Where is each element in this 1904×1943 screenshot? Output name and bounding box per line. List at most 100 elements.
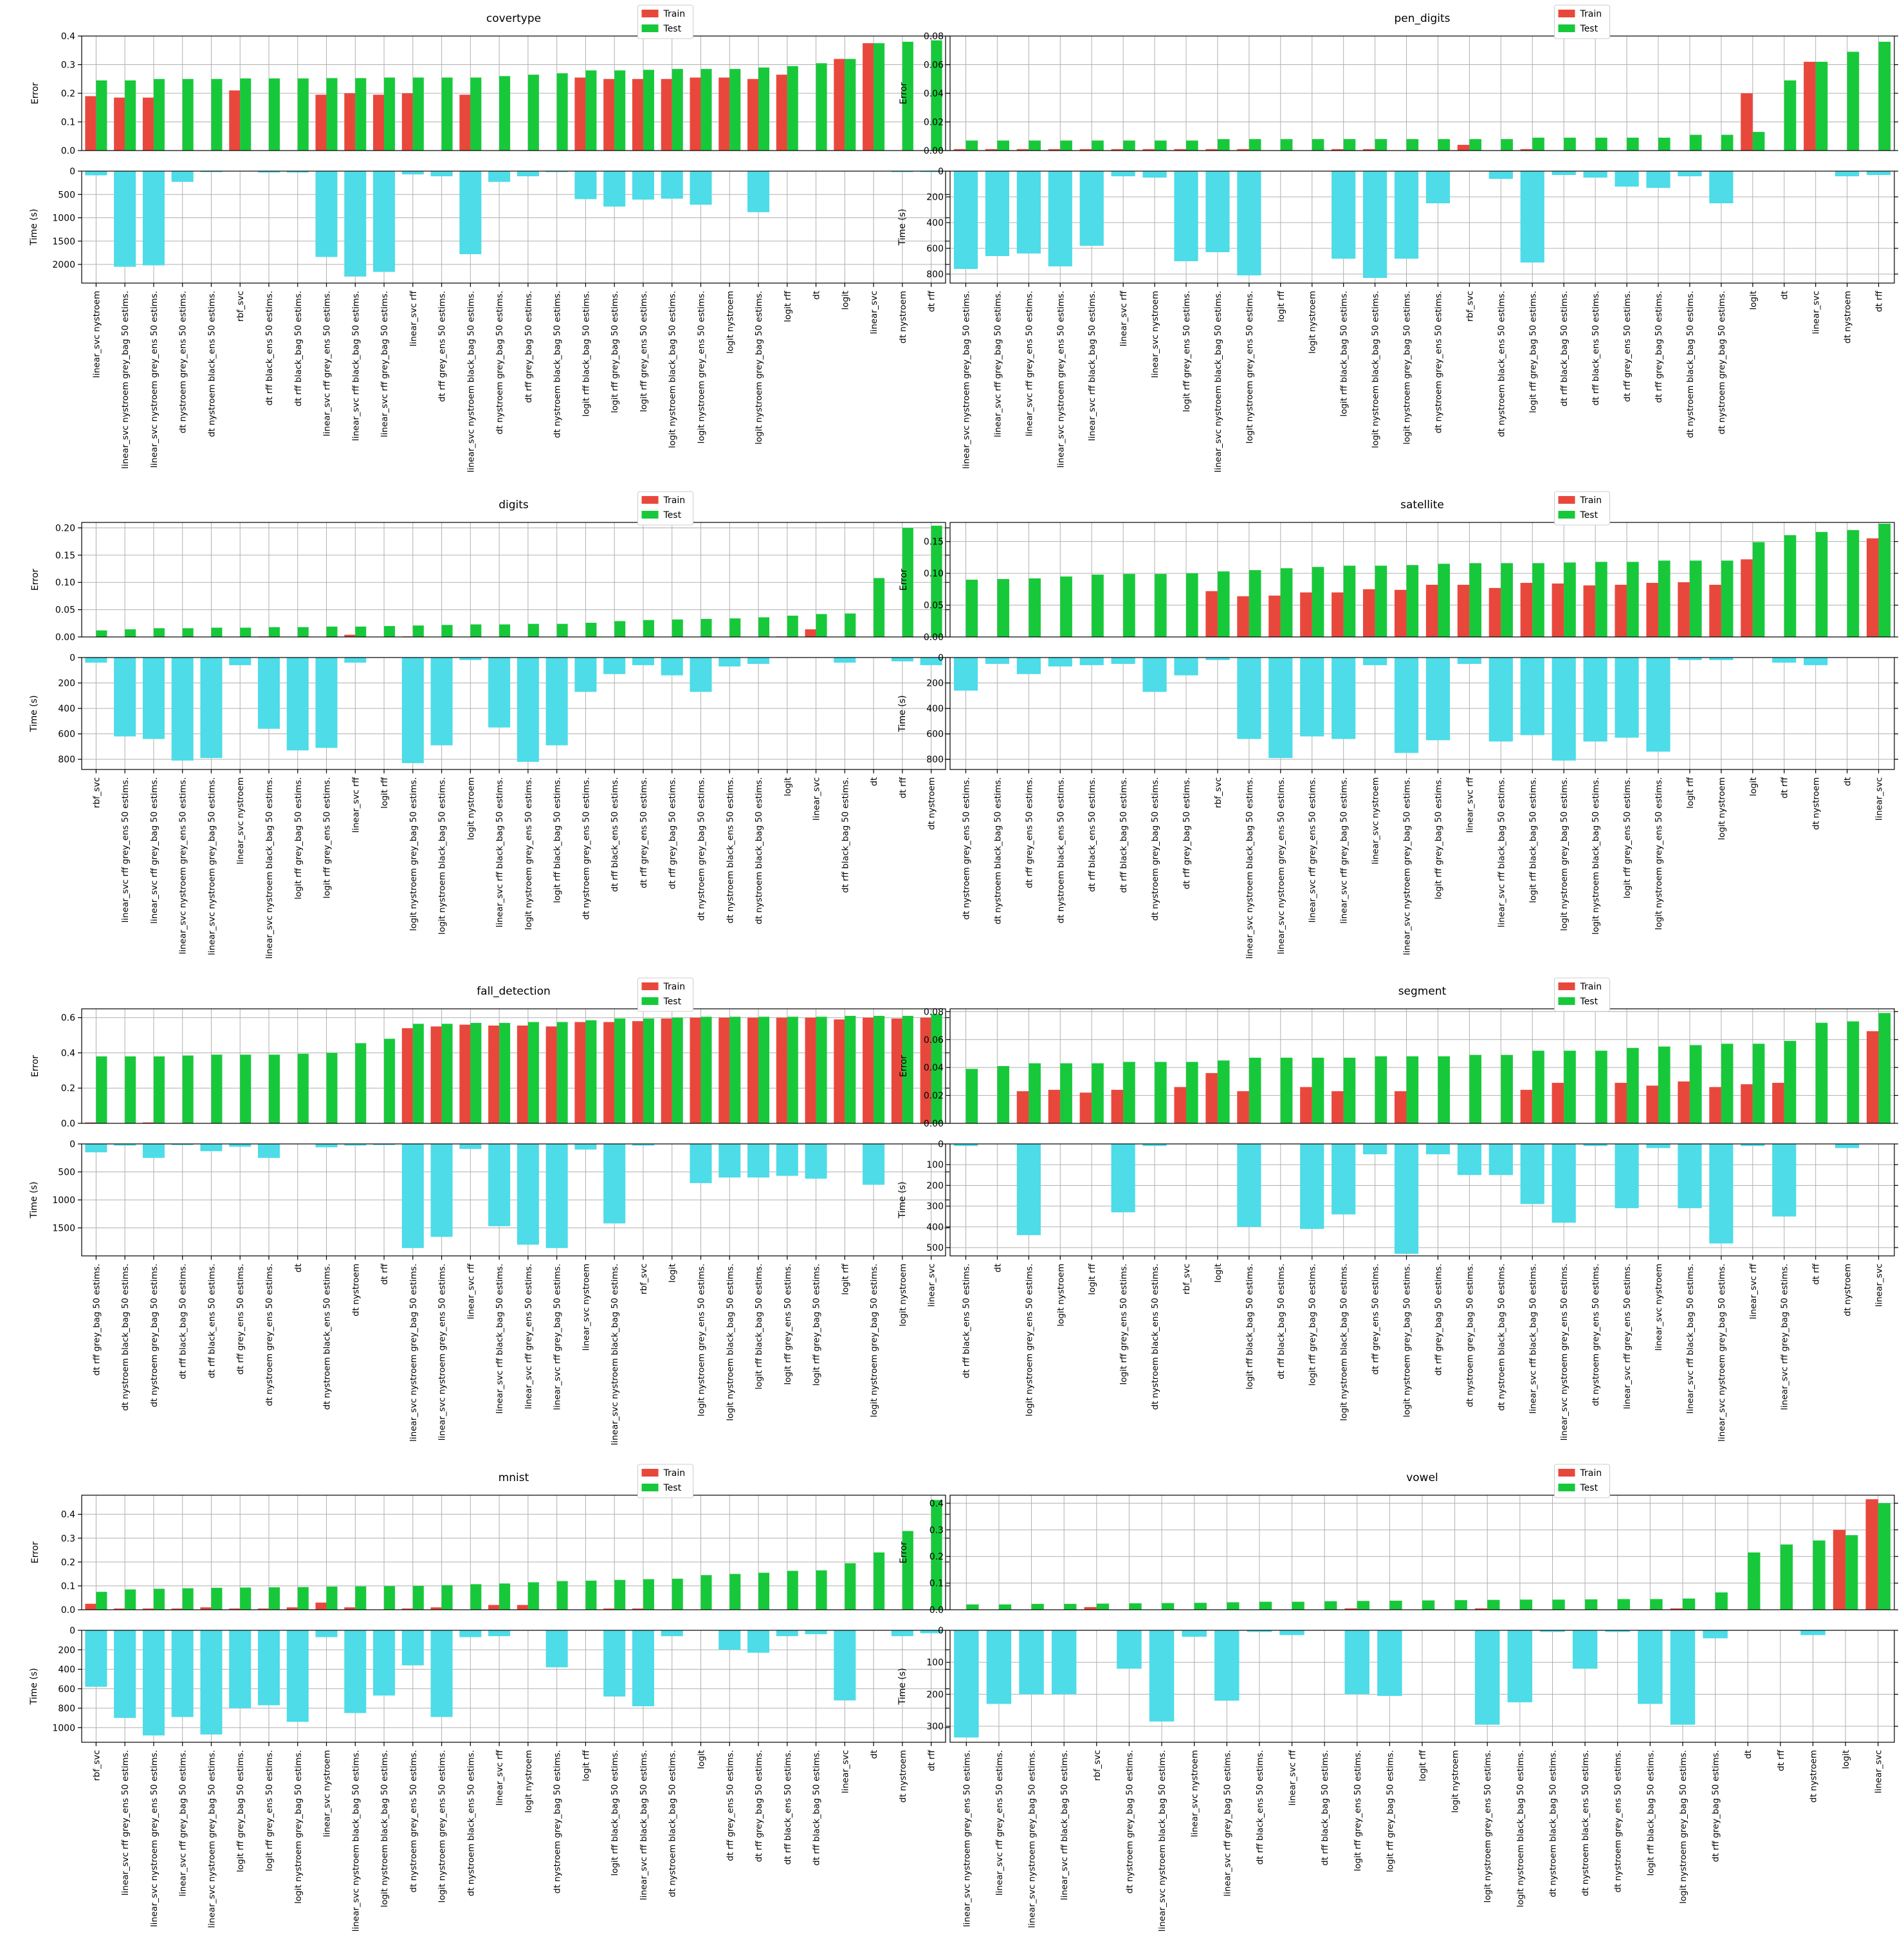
time-bar: [690, 1144, 712, 1183]
test-bar: [499, 1022, 511, 1123]
category-label: dt rff grey_bag 50 estims.: [1182, 777, 1192, 889]
category-label: dt rff: [927, 290, 937, 312]
legend: Train Test: [1554, 5, 1611, 39]
test-bar: [1878, 1013, 1891, 1123]
time-bar: [1300, 658, 1324, 737]
train-bar: [1048, 149, 1061, 151]
category-label: logit nystroem: [898, 1264, 908, 1327]
test-bar: [182, 1588, 194, 1610]
test-bar: [1564, 137, 1576, 151]
error-axis-label: Error: [899, 1542, 909, 1563]
test-bar: [845, 1015, 856, 1123]
test-bar: [614, 621, 626, 637]
test-bar: [1422, 1600, 1435, 1610]
test-bar: [1627, 1047, 1639, 1123]
test-bar: [643, 69, 654, 151]
time-bar: [1268, 658, 1293, 759]
time-bar: [1332, 1144, 1356, 1215]
test-bar: [182, 628, 194, 637]
train-bar: [1332, 592, 1344, 637]
chart-title: fall_detection: [477, 985, 551, 998]
time-bar: [1048, 171, 1072, 266]
time-bar: [1051, 1630, 1077, 1695]
test-bar: [1280, 568, 1293, 637]
train-bar: [114, 1608, 125, 1610]
test-bar: [966, 140, 978, 151]
chart-title: pen_digits: [1394, 12, 1450, 25]
category-label: linear_svc nystroem grey_bag 50 estims.: [120, 291, 131, 469]
time-tick-label: 600: [58, 1684, 75, 1695]
category-label: dt nystroem grey_bag 50 estims.: [1150, 777, 1160, 921]
train-bar: [85, 96, 96, 151]
time-tick-label: 500: [58, 1168, 75, 1178]
chart-title: satellite: [1400, 499, 1444, 511]
category-label: rbf_svc: [1092, 1750, 1103, 1781]
time-bar: [171, 1144, 194, 1145]
legend-swatch-train: [641, 1469, 659, 1477]
train-bar: [985, 149, 998, 151]
category-label: logit rff: [1685, 777, 1696, 808]
time-bar: [603, 171, 626, 207]
test-bar: [1595, 1051, 1607, 1123]
test-bar: [1715, 1592, 1728, 1610]
category-label: logit rff grey_ens 50 estims.: [322, 777, 333, 898]
category-label: logit rff black_bag 50 estims.: [610, 1750, 620, 1876]
time-bar: [545, 658, 568, 746]
time-bar: [114, 1630, 136, 1718]
test-bar: [1617, 1599, 1630, 1610]
time-bar: [1174, 658, 1198, 676]
test-bar: [1815, 62, 1828, 151]
category-label: dt: [993, 1264, 1003, 1273]
time-tick-label: 300: [926, 1722, 944, 1732]
error-axis-label: Error: [30, 569, 41, 591]
chart-panel-vowel: vowel 0.0 0.1 0.2 0.3 0.4 Error 0 100 200 300 Time …: [897, 1464, 1898, 1931]
category-label: dt nystroem grey_ens 50 estims.: [408, 1750, 419, 1893]
time-tick-label: 400: [58, 704, 75, 714]
time-bar: [1363, 171, 1387, 278]
train-bar: [863, 43, 874, 151]
train-bar: [1646, 1085, 1658, 1123]
test-bar: [441, 1585, 453, 1610]
time-tick-label: 800: [926, 270, 944, 280]
category-label: linear_svc rff black_bag 50 estims.: [1528, 1264, 1538, 1414]
test-bar: [1312, 1057, 1324, 1123]
error-axes-frame: [949, 1008, 1895, 1124]
time-bar: [1142, 171, 1167, 178]
category-label: dt rff grey_ens 50 estims.: [725, 1750, 735, 1861]
test-bar: [1532, 1051, 1544, 1123]
time-bar: [1394, 658, 1419, 753]
time-bar: [1425, 171, 1451, 203]
time-bar: [1142, 1144, 1167, 1146]
test-bar: [499, 1583, 511, 1610]
category-label: rbf_svc: [639, 1264, 649, 1294]
time-tick-label: 300: [926, 1202, 944, 1212]
train-bar: [805, 1017, 816, 1123]
time-bar: [1804, 658, 1828, 665]
train-bar: [1237, 596, 1249, 637]
test-bar: [96, 630, 107, 637]
legend-swatch-train: [1558, 10, 1575, 17]
time-bar: [632, 171, 654, 200]
test-bar: [297, 627, 309, 637]
legend-swatch-test: [641, 1484, 659, 1491]
time-bar: [1703, 1630, 1728, 1639]
error-axes-frame: [81, 1008, 946, 1124]
error-tick-label: 0.1: [929, 1579, 944, 1589]
time-bar: [1117, 1630, 1142, 1669]
train-bar: [1332, 1091, 1344, 1123]
error-axis-label: Error: [899, 1055, 909, 1077]
category-label: linear_svc nystroem black_bag 50 estims.: [264, 777, 275, 959]
train-bar: [1394, 589, 1407, 637]
category-label: dt rff black_bag 50 estims.: [1320, 1750, 1330, 1866]
test-bar: [1227, 1602, 1240, 1610]
test-bar: [1217, 139, 1230, 151]
time-bar: [1048, 658, 1072, 667]
test-bar: [1878, 1503, 1890, 1610]
chart-title: vowel: [1406, 1471, 1438, 1484]
time-bar: [776, 1144, 798, 1176]
time-bar: [171, 1630, 194, 1717]
time-bar: [1540, 1630, 1565, 1632]
chart-panel-segment: segment 0.00 0.02 0.04 0.06 0.08 Error 0 100 200 3…: [897, 977, 1898, 1442]
time-bar: [142, 1144, 165, 1158]
time-tick-label: 400: [926, 1222, 944, 1233]
